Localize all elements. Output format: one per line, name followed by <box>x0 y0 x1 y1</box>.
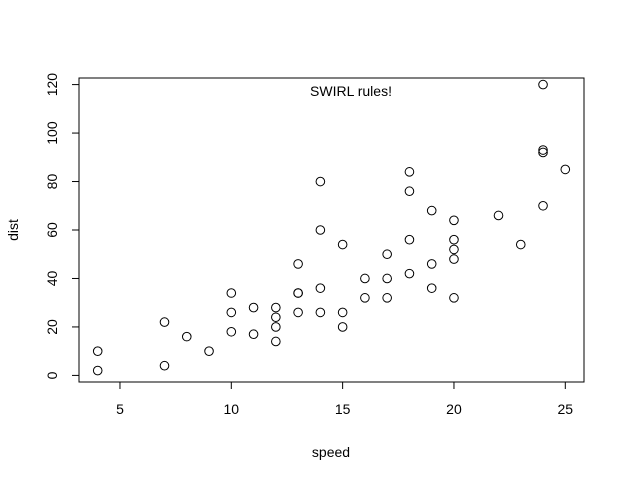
data-point <box>271 312 281 323</box>
data-point <box>404 234 415 245</box>
data-point <box>315 225 326 235</box>
x-tick-label: 25 <box>558 401 574 417</box>
data-point <box>293 259 303 269</box>
x-axis: 5 10 15 20 25 <box>116 381 574 417</box>
data-point <box>360 293 370 303</box>
plot-frame <box>78 77 585 383</box>
data-point <box>449 244 459 255</box>
data-point <box>293 288 303 298</box>
data-point <box>315 283 326 293</box>
data-point <box>449 254 459 264</box>
data-point <box>248 329 259 340</box>
data-point <box>515 239 526 250</box>
data-point <box>226 326 237 337</box>
data-point <box>204 346 214 356</box>
data-point <box>538 200 548 211</box>
data-point <box>493 210 504 221</box>
y-axis: 0 20 40 60 80 100 120 <box>44 73 80 379</box>
x-tick-label: 5 <box>116 401 124 417</box>
data-point <box>248 302 259 313</box>
x-tick-label: 20 <box>446 401 462 417</box>
data-point <box>159 317 170 327</box>
y-axis-title: dist <box>5 219 21 241</box>
data-point <box>92 365 103 376</box>
data-point <box>360 273 370 284</box>
x-axis-title: speed <box>312 444 350 460</box>
data-point <box>538 145 548 155</box>
x-tick-label: 15 <box>335 401 351 417</box>
data-point <box>181 331 192 342</box>
data-point <box>226 288 237 298</box>
data-point <box>449 234 459 245</box>
y-tick-label: 0 <box>44 371 60 379</box>
annotation-text: SWIRL rules! <box>310 83 392 99</box>
data-point <box>271 336 281 347</box>
data-point <box>382 249 392 260</box>
data-point <box>404 268 415 279</box>
data-point <box>538 79 548 90</box>
x-tick-label: 10 <box>224 401 240 417</box>
y-tick-label: 60 <box>44 222 60 238</box>
data-point <box>382 273 392 284</box>
data-point <box>560 164 571 175</box>
data-point <box>271 302 281 313</box>
data-point <box>449 293 459 303</box>
data-point <box>315 307 326 318</box>
data-point <box>426 205 437 216</box>
data-point <box>337 307 348 318</box>
data-point <box>271 322 281 332</box>
data-point <box>293 307 303 318</box>
data-point <box>337 239 348 250</box>
y-tick-label: 40 <box>44 270 60 286</box>
y-tick-label: 100 <box>44 121 60 145</box>
data-point <box>449 215 459 226</box>
data-point <box>426 259 437 269</box>
data-point <box>538 147 548 158</box>
data-point <box>404 167 415 177</box>
data-point <box>315 176 326 187</box>
data-points <box>92 79 571 376</box>
data-point <box>159 360 170 371</box>
y-tick-label: 120 <box>44 73 60 97</box>
data-point <box>337 322 348 332</box>
data-point <box>426 283 437 293</box>
data-point <box>382 293 392 303</box>
data-point <box>226 307 237 318</box>
data-point <box>92 346 103 356</box>
y-tick-label: 80 <box>44 174 60 190</box>
y-tick-label: 20 <box>44 319 60 335</box>
data-point <box>404 186 415 197</box>
